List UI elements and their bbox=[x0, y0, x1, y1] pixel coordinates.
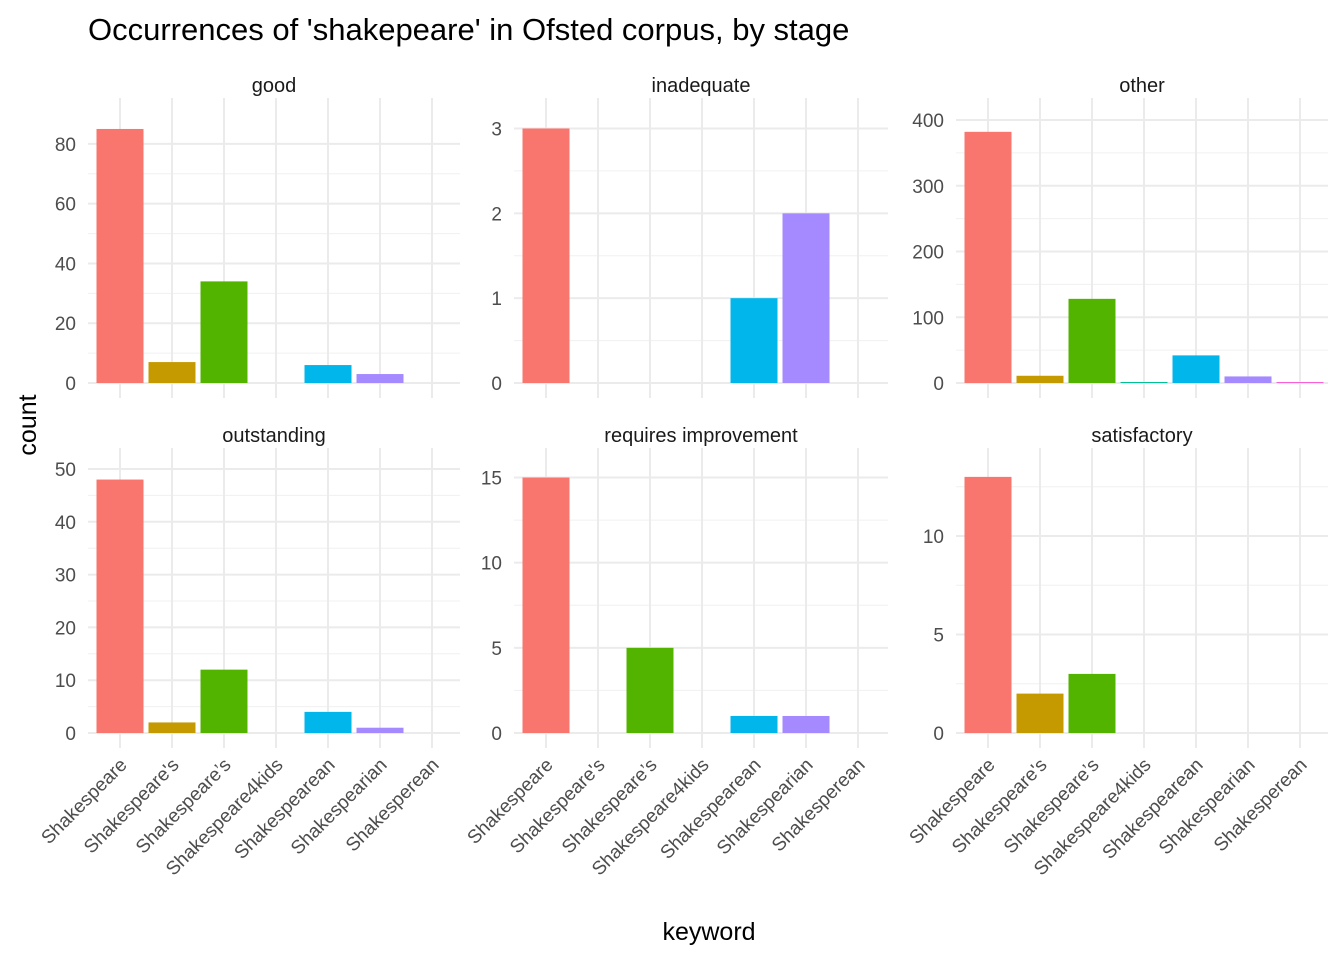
facet-strip-label: satisfactory bbox=[1091, 425, 1192, 447]
x-tick-label: Shakesperean bbox=[342, 755, 444, 857]
bar-outstanding-4 bbox=[304, 711, 352, 733]
bar-requires-improvement-2 bbox=[626, 647, 674, 733]
bar-other-4 bbox=[1172, 355, 1220, 383]
y-tick-label: 60 bbox=[55, 195, 76, 216]
y-tick-label: 1 bbox=[491, 289, 502, 310]
bar-other-3 bbox=[1120, 382, 1168, 383]
x-tick-label: Shakesperean bbox=[768, 755, 870, 857]
y-tick-label: 15 bbox=[481, 469, 502, 490]
y-tick-label: 5 bbox=[491, 639, 502, 660]
y-tick-label: 2 bbox=[491, 204, 502, 225]
y-tick-label: 80 bbox=[55, 135, 76, 156]
facet-panel-outstanding: 01020304050outstandingShakespeareShakesp… bbox=[38, 425, 460, 880]
y-tick-label: 20 bbox=[55, 618, 76, 639]
facet-panel-good: 0 20 40 60 80 good bbox=[55, 75, 460, 398]
bar-other-0 bbox=[964, 131, 1012, 383]
bar-good-2 bbox=[200, 281, 248, 383]
y-axis-title: count bbox=[14, 394, 42, 455]
bar-inadequate-4 bbox=[730, 298, 778, 383]
bar-requires-improvement-4 bbox=[730, 715, 778, 733]
bar-outstanding-0 bbox=[96, 479, 144, 733]
bar-outstanding-1 bbox=[148, 722, 196, 733]
y-tick-label: 400 bbox=[912, 111, 944, 132]
facet-panels: 020406080good0123inadequate0100200300400… bbox=[38, 75, 1328, 880]
bar-inadequate-5 bbox=[782, 213, 830, 383]
chart-title: Occurrences of 'shakepeare' in Ofsted co… bbox=[88, 12, 849, 47]
y-tick-label: 40 bbox=[55, 254, 76, 275]
y-tick-label: 0 bbox=[491, 724, 502, 745]
y-tick-label: 10 bbox=[923, 527, 944, 548]
facet-strip-label: other bbox=[1119, 75, 1165, 97]
facet-panel-satisfactory: 0510satisfactoryShakespeareShakespeare's… bbox=[906, 425, 1328, 880]
x-axis-title: keyword bbox=[662, 918, 755, 946]
y-tick-label: 50 bbox=[55, 460, 76, 481]
y-tick-label: 0 bbox=[933, 374, 944, 395]
bar-other-6 bbox=[1276, 382, 1324, 383]
bar-good-1 bbox=[148, 362, 196, 383]
y-tick-label: 20 bbox=[55, 314, 76, 335]
y-tick-label: 200 bbox=[912, 243, 944, 264]
bar-outstanding-2 bbox=[200, 669, 248, 733]
y-tick-label: 30 bbox=[55, 566, 76, 587]
y-tick-label: 300 bbox=[912, 177, 944, 198]
y-tick-label: 0 bbox=[933, 724, 944, 745]
facet-strip-label: inadequate bbox=[652, 75, 751, 97]
y-tick-label: 10 bbox=[481, 554, 502, 575]
y-tick-label: 0 bbox=[65, 374, 76, 395]
facet-panel-other: 0 100 200 300 400 other bbox=[912, 75, 1328, 398]
bar-requires-improvement-0 bbox=[522, 477, 570, 733]
bar-good-5 bbox=[356, 374, 404, 383]
x-tick-label: Shakesperean bbox=[1210, 755, 1312, 857]
bar-satisfactory-0 bbox=[964, 476, 1012, 733]
facet-strip-label: requires improvement bbox=[604, 425, 798, 447]
bar-other-5 bbox=[1224, 376, 1272, 383]
y-tick-label: 10 bbox=[55, 671, 76, 692]
bar-requires-improvement-5 bbox=[782, 715, 830, 733]
bar-good-0 bbox=[96, 128, 144, 383]
bar-satisfactory-2 bbox=[1068, 673, 1116, 733]
y-tick-label: 100 bbox=[912, 308, 944, 329]
bar-inadequate-0 bbox=[522, 128, 570, 383]
bar-other-2 bbox=[1068, 298, 1116, 383]
bar-good-4 bbox=[304, 365, 352, 383]
y-tick-label: 40 bbox=[55, 513, 76, 534]
bar-other-1 bbox=[1016, 375, 1064, 383]
y-tick-label: 0 bbox=[491, 374, 502, 395]
bar-satisfactory-1 bbox=[1016, 693, 1064, 733]
bar-outstanding-5 bbox=[356, 727, 404, 733]
facet-strip-label: outstanding bbox=[222, 425, 325, 447]
facet-strip-label: good bbox=[252, 75, 297, 97]
facet-panel-inadequate: 0 1 2 3 inadequate bbox=[491, 75, 888, 398]
y-tick-label: 0 bbox=[65, 724, 76, 745]
y-tick-label: 5 bbox=[933, 625, 944, 646]
y-tick-label: 3 bbox=[491, 119, 502, 140]
